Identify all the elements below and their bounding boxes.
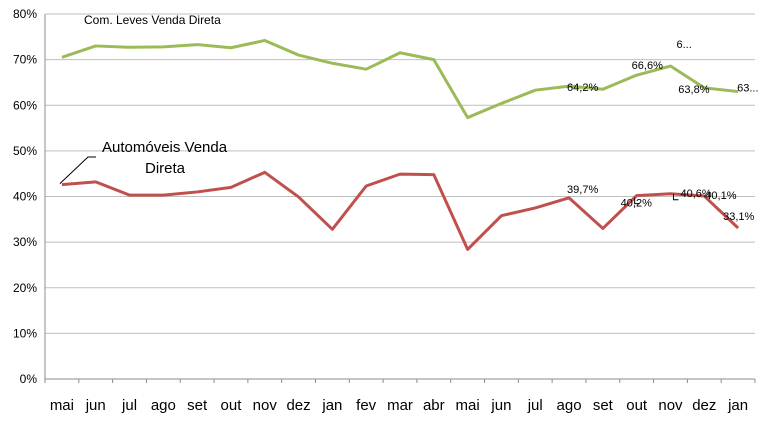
x-tick-label: out [626, 397, 648, 414]
x-tick-label: mai [50, 397, 74, 414]
x-axis-tick-labels: mai jun jul ago set out nov dez jan fev mar abr mai j… [44, 379, 756, 414]
series-label-leader [59, 156, 96, 184]
leader-line [634, 197, 640, 205]
data-label: 40,1% [705, 190, 736, 202]
series-lines [61, 38, 740, 251]
x-tick-label: jan [321, 397, 342, 414]
x-tick-label: out [221, 397, 243, 414]
data-label: 39,7% [567, 184, 598, 196]
x-tick-label: jun [490, 397, 511, 414]
x-tick-label: jan [727, 397, 748, 414]
y-tick-label: 50% [13, 144, 37, 158]
series-label-automoveis: Automóveis Venda Direta [102, 139, 228, 177]
leader-line [672, 193, 679, 201]
data-label: 63... [737, 83, 758, 95]
x-tick-label: dez [692, 397, 716, 414]
x-tick-label: mai [456, 397, 480, 414]
x-tick-label: abr [423, 397, 445, 414]
x-tick-label: ago [557, 397, 582, 414]
x-tick-label: dez [286, 397, 310, 414]
y-tick-label: 30% [13, 235, 37, 249]
x-tick-label: set [187, 397, 208, 414]
y-tick-label: 20% [13, 281, 37, 295]
x-tick-label: ago [151, 397, 176, 414]
x-tick-label: nov [253, 397, 278, 414]
x-tick-label: jul [121, 397, 137, 414]
y-tick-label: 0% [20, 372, 38, 386]
x-tick-label: set [593, 397, 614, 414]
data-label: 40,6% [680, 188, 711, 200]
data-label: 66,6% [632, 60, 663, 72]
data-label: 33,1% [723, 211, 754, 223]
series-line-0 [61, 38, 739, 120]
x-tick-label: nov [658, 397, 683, 414]
data-labels: 64,2%66,6%6...63,8% 63...39,7%40,2%40,6%4… [567, 39, 758, 223]
data-label: 63,8% [678, 84, 709, 96]
y-tick-label: 70% [13, 53, 37, 67]
data-label: 64,2% [567, 82, 598, 94]
x-tick-label: jul [527, 397, 543, 414]
x-tick-label: fev [356, 397, 377, 414]
y-tick-label: 60% [13, 98, 37, 112]
y-axis-tick-labels: 0% 10% 20% 30% 40% 50% 60% 70% 80% [13, 7, 37, 386]
data-label: 6... [676, 39, 691, 51]
series-label-com-leves: Com. Leves Venda Direta [84, 13, 221, 27]
series-labels: Com. Leves Venda Direta Automóveis Venda D… [59, 13, 228, 184]
series-line-1 [61, 170, 740, 251]
x-tick-label: jun [85, 397, 106, 414]
y-tick-label: 10% [13, 326, 37, 340]
y-tick-label: 80% [13, 7, 37, 21]
x-tick-label: mar [387, 397, 413, 414]
y-tick-label: 40% [13, 190, 37, 204]
